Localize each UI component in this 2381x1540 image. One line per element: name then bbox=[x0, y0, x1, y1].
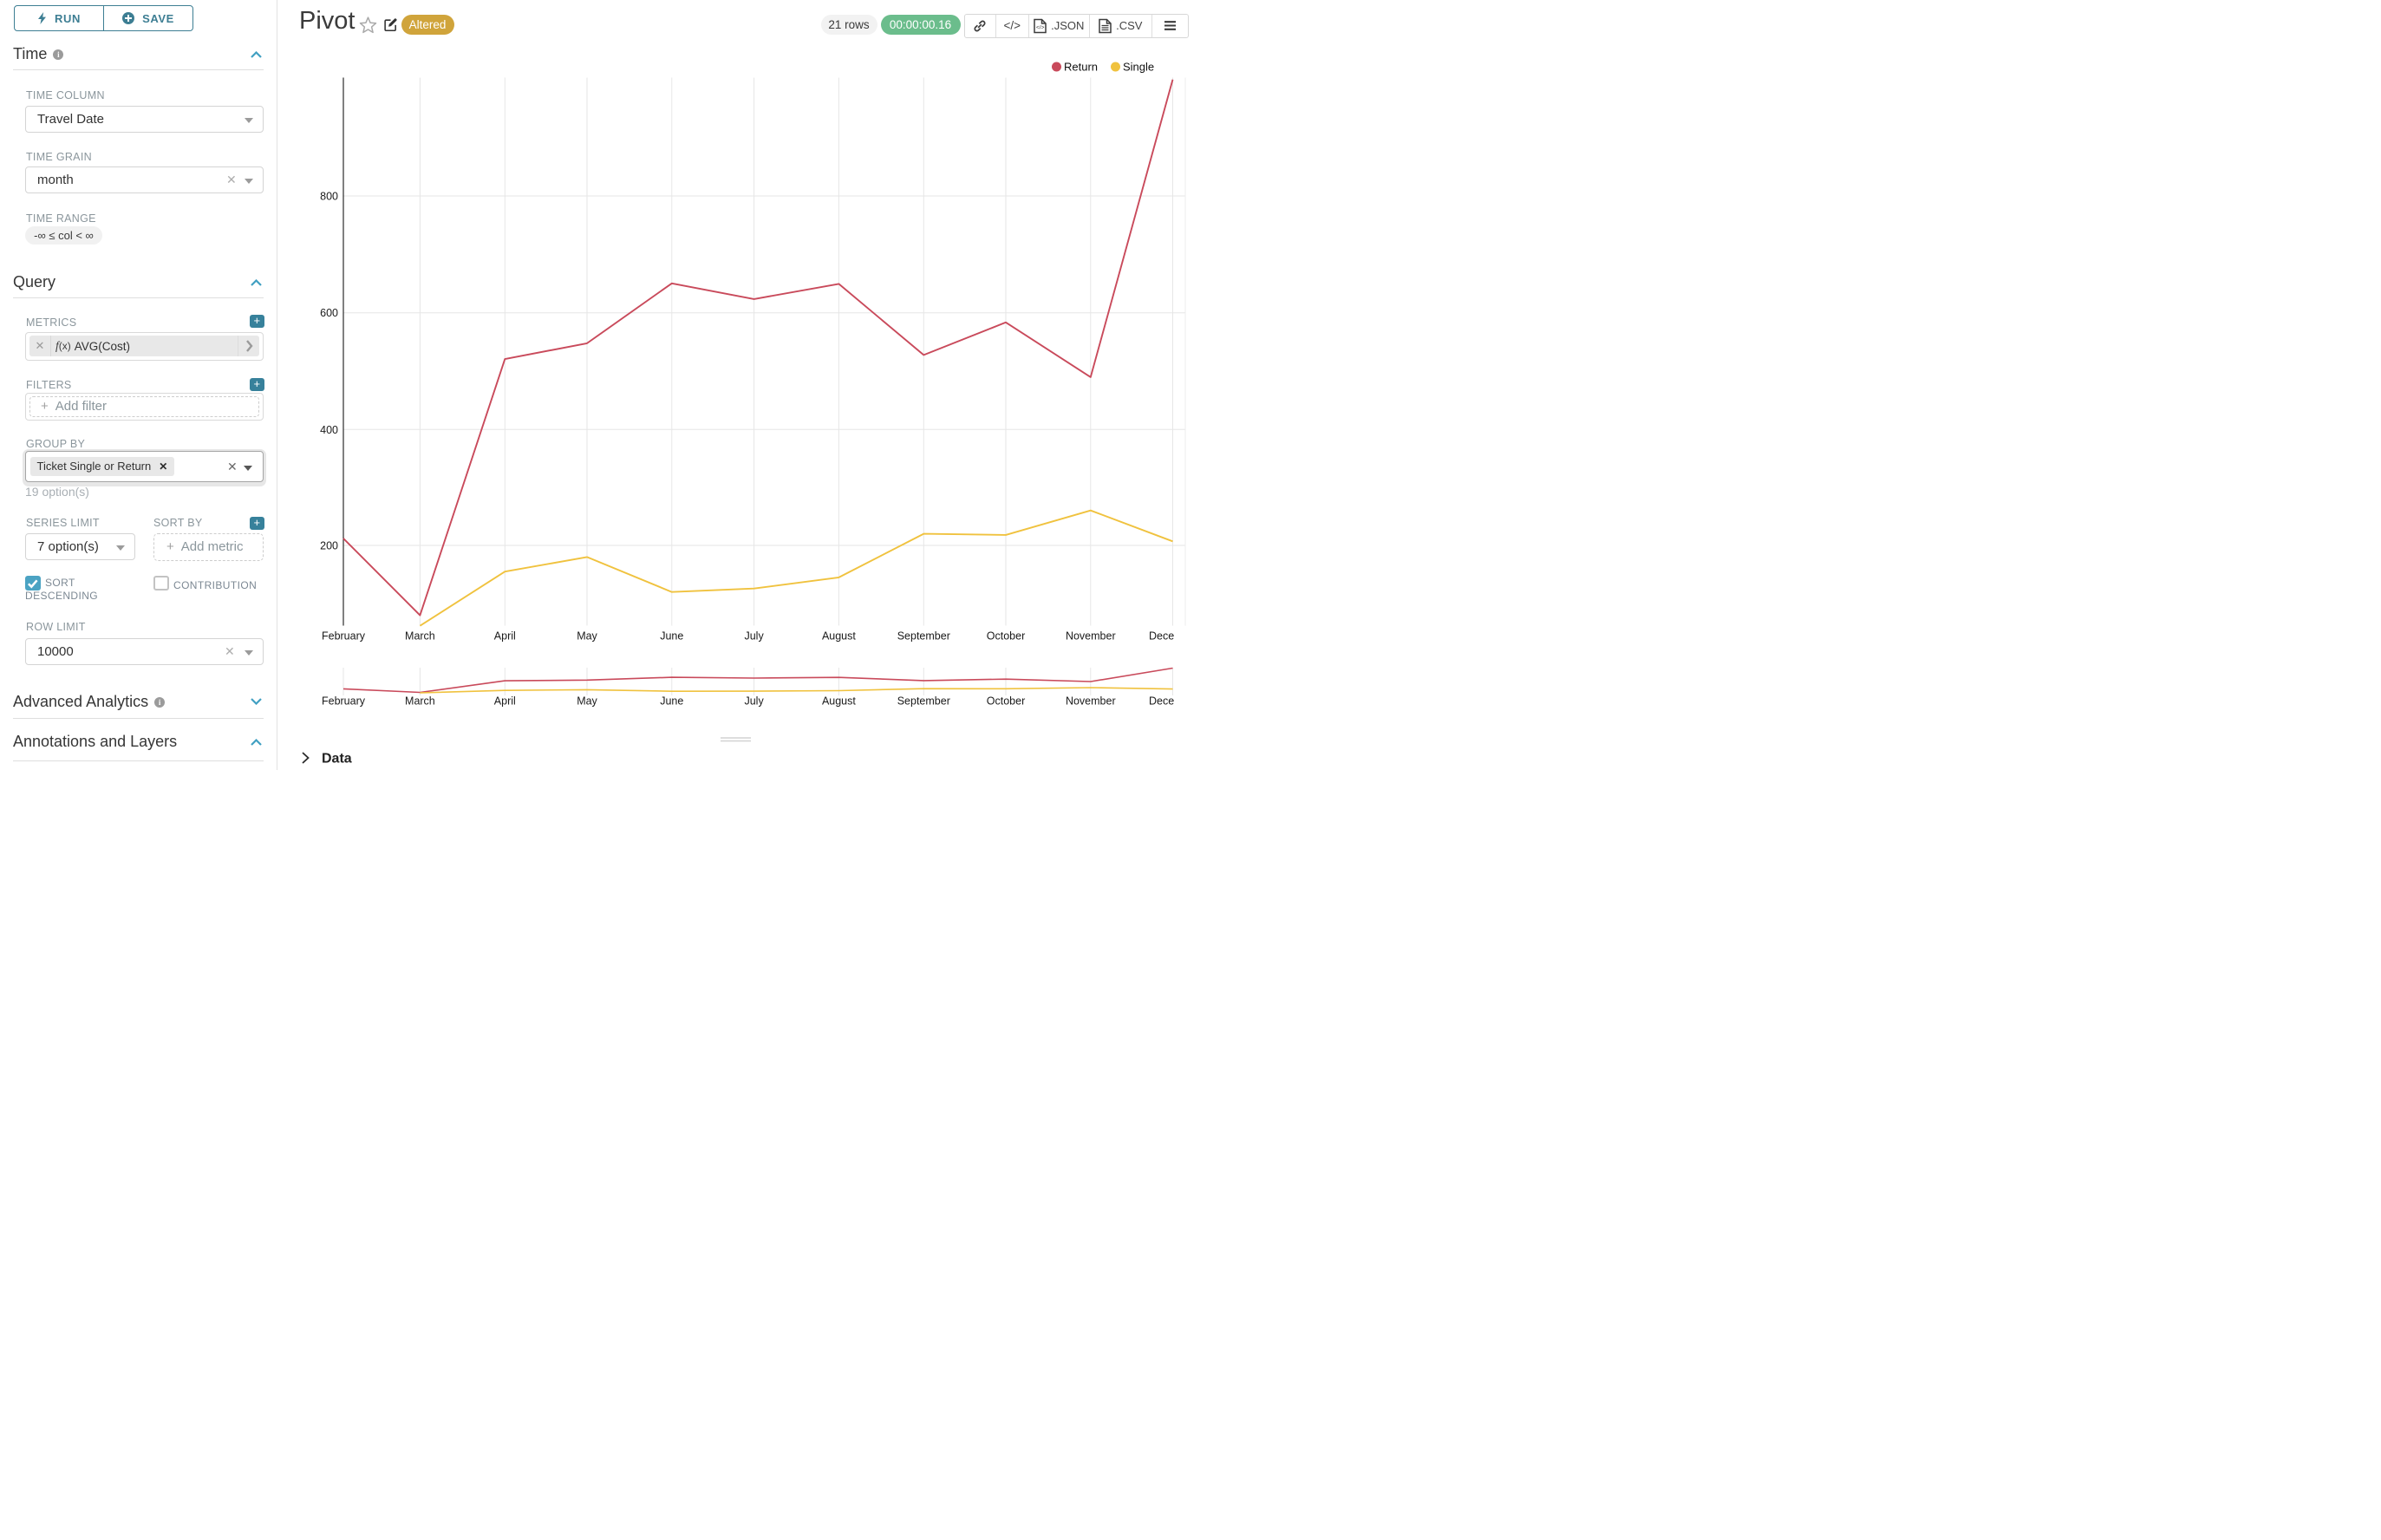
svg-text:800: 800 bbox=[320, 191, 338, 203]
svg-text:June: June bbox=[660, 695, 683, 708]
svg-text:Data: Data bbox=[322, 752, 352, 767]
svg-text:July: July bbox=[744, 695, 764, 708]
svg-text:February: February bbox=[322, 630, 366, 643]
svg-text:May: May bbox=[577, 695, 597, 708]
svg-text:August: August bbox=[822, 630, 856, 643]
svg-text:November: November bbox=[1066, 695, 1116, 708]
svg-text:November: November bbox=[1066, 630, 1116, 643]
svg-text:April: April bbox=[494, 695, 516, 708]
svg-text:</>: </> bbox=[1036, 24, 1045, 30]
svg-text:February: February bbox=[322, 695, 366, 708]
svg-text:200: 200 bbox=[320, 540, 338, 552]
svg-text:Dece: Dece bbox=[1149, 630, 1174, 643]
svg-text:Return: Return bbox=[1064, 61, 1098, 74]
svg-text:October: October bbox=[987, 695, 1025, 708]
svg-text:400: 400 bbox=[320, 424, 338, 436]
svg-text:August: August bbox=[822, 695, 856, 708]
svg-text:May: May bbox=[577, 630, 597, 643]
svg-text:September: September bbox=[897, 695, 950, 708]
svg-text:July: July bbox=[744, 630, 764, 643]
svg-text:June: June bbox=[660, 630, 683, 643]
svg-text:October: October bbox=[987, 630, 1025, 643]
svg-text:March: March bbox=[405, 630, 435, 643]
svg-text:September: September bbox=[897, 630, 950, 643]
svg-text:600: 600 bbox=[320, 307, 338, 319]
svg-text:April: April bbox=[494, 630, 516, 643]
svg-text:Dece: Dece bbox=[1149, 695, 1174, 708]
svg-text:Single: Single bbox=[1123, 61, 1154, 74]
svg-text:March: March bbox=[405, 695, 435, 708]
